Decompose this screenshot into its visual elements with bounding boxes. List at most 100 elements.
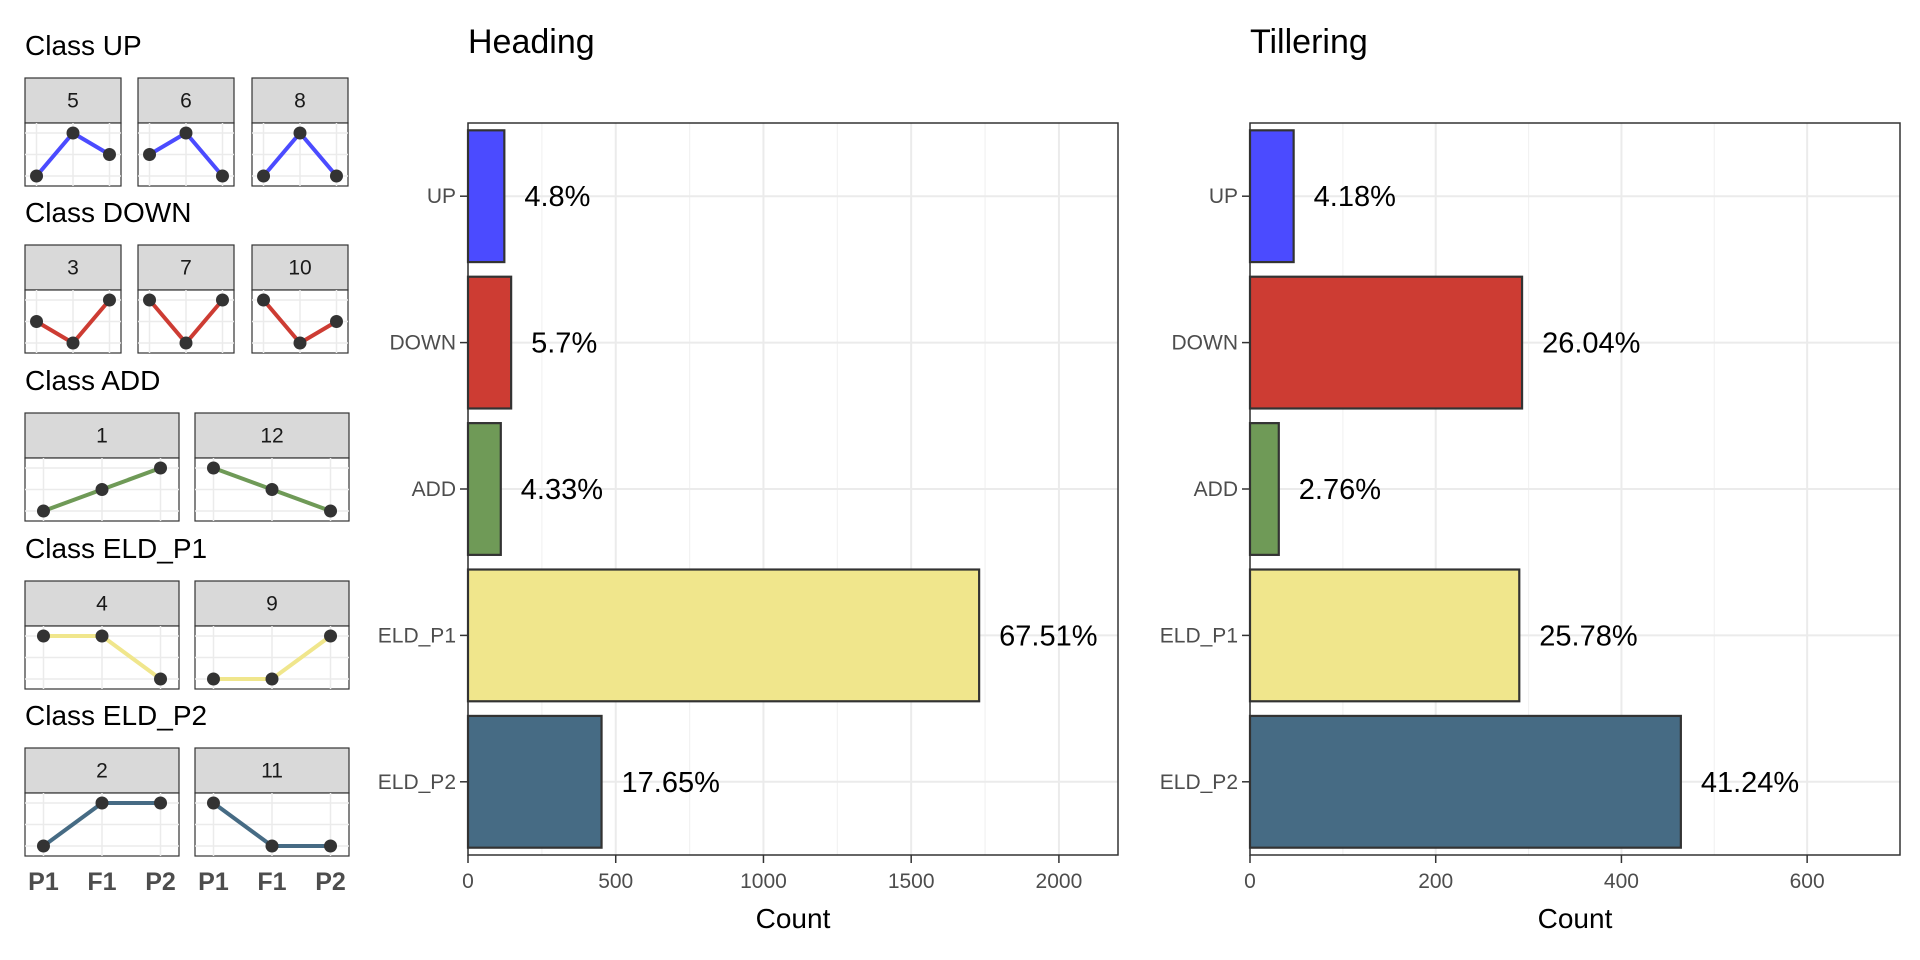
- y-tick-label: ELD_P1: [378, 624, 456, 647]
- panel-strip: [24, 580, 180, 627]
- x-tick-label: 600: [1790, 870, 1825, 893]
- bar-eld_p2: [466, 714, 603, 849]
- pattern-point: [95, 629, 109, 643]
- class-title-eld_p2: Class ELD_P2: [25, 700, 207, 731]
- pattern-point: [179, 126, 193, 140]
- pattern-point: [102, 293, 116, 307]
- panel-strip-label: 11: [261, 760, 283, 783]
- pattern-point: [154, 796, 168, 810]
- pattern-panel: 5: [24, 77, 122, 187]
- pattern-point: [179, 336, 193, 350]
- y-tick-label: UP: [427, 185, 456, 208]
- pattern-point: [215, 293, 229, 307]
- pattern-panel: 2: [24, 747, 180, 857]
- x-tick-label: 200: [1418, 870, 1453, 893]
- pattern-point: [154, 672, 168, 686]
- y-tick-label: DOWN: [390, 332, 457, 355]
- pattern-point: [293, 126, 307, 140]
- x-tick-label: 1000: [740, 870, 787, 893]
- panel-strip-label: 3: [67, 257, 79, 280]
- pattern-point: [95, 483, 109, 496]
- bar-label: 26.04%: [1542, 328, 1640, 360]
- panel-strip-label: 5: [67, 90, 79, 113]
- pattern-x-label: P1: [28, 868, 59, 896]
- plot-border: [1249, 122, 1901, 856]
- bar-up: [1248, 129, 1295, 264]
- pattern-x-label: F1: [87, 868, 116, 896]
- class-title-down: Class DOWN: [25, 197, 191, 228]
- class-title-add: Class ADD: [25, 365, 160, 396]
- pattern-panel: 3: [24, 244, 122, 354]
- bar-label: 25.78%: [1539, 620, 1637, 652]
- pattern-panel: 8: [251, 77, 349, 187]
- pattern-panel: 1: [24, 412, 180, 522]
- pattern-point: [143, 293, 157, 307]
- pattern-x-label: P1: [198, 868, 229, 896]
- x-tick-label: 400: [1604, 870, 1639, 893]
- bar-add: [1248, 422, 1280, 556]
- y-tick-label: ELD_P2: [378, 771, 456, 794]
- pattern-point: [66, 126, 80, 140]
- bar-label: 4.18%: [1314, 181, 1396, 213]
- heading-bar-chart: Heading 4.8% UP 5.7% DOWN 4.33% ADD 67.51% ELD_P…: [378, 23, 1119, 934]
- pattern-point: [265, 839, 279, 853]
- pattern-point: [265, 672, 279, 686]
- bar-label: 4.33%: [521, 474, 603, 506]
- pattern-panel: 9: [194, 580, 350, 690]
- pattern-point: [257, 169, 271, 183]
- x-axis-title: Count: [756, 903, 831, 934]
- y-tick-label: ELD_P2: [1160, 771, 1238, 794]
- panel-strip: [24, 244, 122, 291]
- y-tick-label: ADD: [412, 478, 456, 501]
- chart-title: Tillering: [1250, 23, 1368, 61]
- x-tick-label: 500: [598, 870, 633, 893]
- pattern-point: [257, 293, 271, 307]
- pattern-point: [36, 839, 50, 853]
- panel-strip-label: 12: [260, 425, 283, 448]
- panel-strip: [194, 747, 350, 794]
- bar-label: 17.65%: [622, 767, 720, 799]
- bar-eld_p2: [1248, 714, 1682, 849]
- panel-strip-label: 2: [96, 760, 108, 783]
- pattern-point: [95, 796, 109, 810]
- panel-strip: [24, 412, 180, 459]
- pattern-point: [206, 796, 220, 810]
- bar-label: 5.7%: [531, 328, 597, 360]
- pattern-point: [329, 315, 343, 328]
- class-title-up: Class UP: [25, 30, 142, 61]
- panel-strip: [251, 77, 349, 124]
- y-tick-label: ADD: [1194, 478, 1238, 501]
- plot-border: [467, 122, 1119, 856]
- pattern-point: [206, 461, 220, 475]
- bar-label: 4.8%: [524, 181, 590, 213]
- x-axis-title: Count: [1538, 903, 1613, 934]
- panel-strip-label: 10: [288, 257, 311, 280]
- panel-strip-label: 4: [96, 593, 108, 616]
- panel-strip-label: 7: [180, 257, 192, 280]
- panel-strip-label: 9: [266, 593, 278, 616]
- bar-down: [466, 275, 513, 410]
- pattern-panel: 10: [251, 244, 349, 354]
- bar-label: 2.76%: [1299, 474, 1381, 506]
- pattern-panel: 7: [137, 244, 235, 354]
- panel-strip-label: 1: [96, 425, 108, 448]
- bar-label: 41.24%: [1701, 767, 1799, 799]
- y-tick-label: ELD_P1: [1160, 624, 1238, 647]
- pattern-point: [36, 629, 50, 643]
- chart-title: Heading: [468, 23, 595, 61]
- bar-label: 67.51%: [999, 620, 1097, 652]
- pattern-panel: 4: [24, 580, 180, 690]
- y-tick-label: DOWN: [1172, 332, 1239, 355]
- pattern-point: [329, 169, 343, 183]
- pattern-point: [215, 169, 229, 183]
- panel-strip: [194, 412, 350, 459]
- bar-up: [466, 129, 506, 264]
- pattern-panel: 11: [194, 747, 350, 857]
- pattern-point: [324, 504, 338, 518]
- pattern-point: [30, 169, 44, 183]
- panel-strip: [251, 244, 349, 291]
- pattern-point: [206, 672, 220, 686]
- pattern-x-label: P2: [315, 868, 346, 896]
